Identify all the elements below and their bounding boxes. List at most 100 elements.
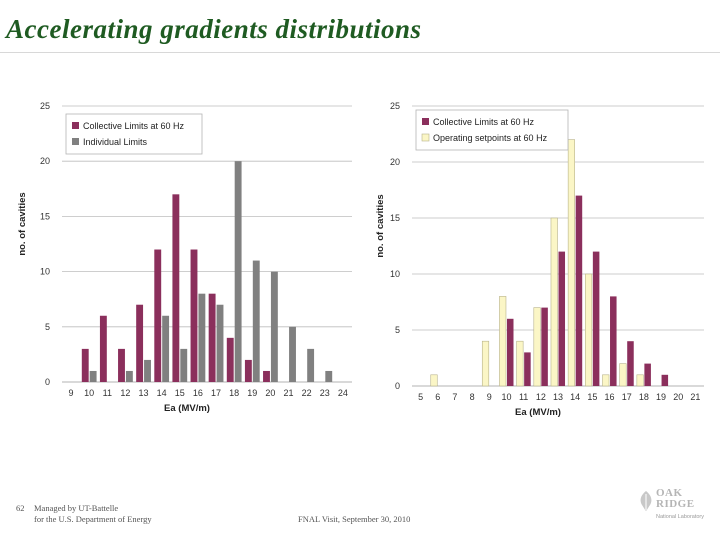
x-tick-label: 8 xyxy=(470,392,475,402)
y-tick-label: 25 xyxy=(390,101,400,111)
x-axis-label: Ea (MV/m) xyxy=(515,407,561,418)
y-tick-label: 0 xyxy=(45,377,50,387)
bar-series-a xyxy=(118,348,125,382)
legend-swatch xyxy=(421,133,430,142)
bar-series-a xyxy=(550,217,558,387)
bar-series-b xyxy=(558,251,566,386)
bar-series-b xyxy=(644,363,651,386)
bar-series-b xyxy=(289,326,296,382)
bar-series-a xyxy=(154,249,162,382)
logo-line-1: OAK xyxy=(656,487,683,499)
bar-series-b xyxy=(506,318,514,386)
credits-line-1: Managed by UT-Battelle xyxy=(34,503,119,513)
y-tick-label: 15 xyxy=(40,211,50,221)
y-tick-label: 10 xyxy=(390,269,400,279)
legend-entry: Collective Limits at 60 Hz xyxy=(83,121,185,131)
y-tick-label: 25 xyxy=(40,101,50,111)
bar-series-b xyxy=(234,161,242,382)
x-tick-label: 22 xyxy=(302,388,312,398)
bar-series-b xyxy=(307,348,315,382)
slide-title: Accelerating gradients distributions xyxy=(6,14,422,44)
logo-line-2: RIDGE xyxy=(656,498,695,510)
oak-ridge-logo: OAK RIDGE National Laboratory xyxy=(638,488,714,528)
legend-swatch xyxy=(422,118,429,125)
y-tick-label: 20 xyxy=(390,157,400,167)
bar-series-a xyxy=(226,337,234,382)
x-tick-label: 20 xyxy=(265,388,275,398)
x-tick-label: 17 xyxy=(211,388,221,398)
legend-entry: Operating setpoints at 60 Hz xyxy=(433,133,548,143)
bar-series-b xyxy=(198,293,206,382)
x-tick-label: 7 xyxy=(452,392,457,402)
bar-series-b xyxy=(575,195,583,386)
bar-series-a xyxy=(244,359,252,382)
bar-series-b xyxy=(661,374,669,386)
bar-series-b xyxy=(325,370,333,382)
y-tick-label: 0 xyxy=(395,381,400,391)
y-axis-label: no. of cavities xyxy=(375,194,386,257)
bar-series-a xyxy=(430,374,438,387)
x-tick-label: 15 xyxy=(587,392,597,402)
x-tick-label: 17 xyxy=(622,392,632,402)
bar-series-b xyxy=(89,370,97,382)
x-axis-label: Ea (MV/m) xyxy=(164,403,210,414)
bar-series-a xyxy=(499,296,507,387)
bar-series-b xyxy=(592,251,600,386)
legend: Collective Limits at 60 Hz Individual Lim… xyxy=(65,113,203,155)
x-tick-label: 16 xyxy=(193,388,203,398)
y-tick-label: 20 xyxy=(40,156,50,166)
bar-series-a xyxy=(99,315,107,382)
legend-box xyxy=(65,113,203,155)
bar-series-b xyxy=(162,315,170,382)
x-tick-label: 18 xyxy=(229,388,239,398)
x-tick-label: 6 xyxy=(435,392,440,402)
y-axis-label: no. of cavities xyxy=(17,192,28,255)
bar-series-a xyxy=(190,249,198,382)
legend-entry: Collective Limits at 60 Hz xyxy=(433,117,535,127)
x-tick-label: 12 xyxy=(536,392,546,402)
bar-series-b xyxy=(541,307,548,386)
y-tick-label: 15 xyxy=(390,213,400,223)
x-tick-label: 9 xyxy=(487,392,492,402)
x-tick-label: 15 xyxy=(175,388,185,398)
footer-event: FNAL Visit, September 30, 2010 xyxy=(298,514,411,524)
x-tick-label: 16 xyxy=(605,392,615,402)
x-tick-label: 14 xyxy=(157,388,167,398)
logo-subtitle: National Laboratory xyxy=(656,514,705,520)
x-tick-label: 21 xyxy=(690,392,700,402)
bar-series-b xyxy=(180,348,188,382)
x-tick-label: 14 xyxy=(570,392,580,402)
x-tick-label: 18 xyxy=(639,392,649,402)
chart-right: 0 5 10 15 20 25 5 6 7 8 9 10 11 12 13 14 15 16 17 18 19 20 21 E… xyxy=(375,101,704,418)
bar-series-a xyxy=(585,273,593,387)
bar-series-b xyxy=(252,260,260,382)
bar-series-a xyxy=(263,370,270,382)
legend-swatch xyxy=(72,122,79,129)
bar-series-a xyxy=(602,374,610,387)
bar-series-a xyxy=(516,340,524,387)
bar-series-a xyxy=(208,293,216,382)
bar-series-a xyxy=(136,304,144,382)
bar-series-b xyxy=(610,296,617,386)
bar-series-a xyxy=(533,307,541,387)
bar-series-a xyxy=(481,340,490,387)
bar-series-a xyxy=(81,348,89,382)
bar-series-a xyxy=(619,363,627,387)
y-tick-label: 10 xyxy=(40,267,50,277)
x-tick-label: 24 xyxy=(338,388,348,398)
bar-series-b xyxy=(270,271,278,382)
x-tick-label: 23 xyxy=(320,388,330,398)
x-tick-label: 9 xyxy=(69,388,74,398)
bar-series-b xyxy=(144,359,151,382)
bar-series-a xyxy=(567,139,575,387)
x-tick-label: 12 xyxy=(120,388,130,398)
bar-series-b xyxy=(627,341,634,386)
x-tick-label: 5 xyxy=(418,392,423,402)
legend: Collective Limits at 60 Hz Operating setp… xyxy=(415,109,569,151)
x-tick-label: 11 xyxy=(103,388,112,398)
x-tick-label: 13 xyxy=(139,388,149,398)
x-tick-label: 20 xyxy=(673,392,683,402)
y-tick-label: 5 xyxy=(45,322,50,332)
legend-swatch xyxy=(72,138,79,145)
x-tick-label: 19 xyxy=(247,388,257,398)
